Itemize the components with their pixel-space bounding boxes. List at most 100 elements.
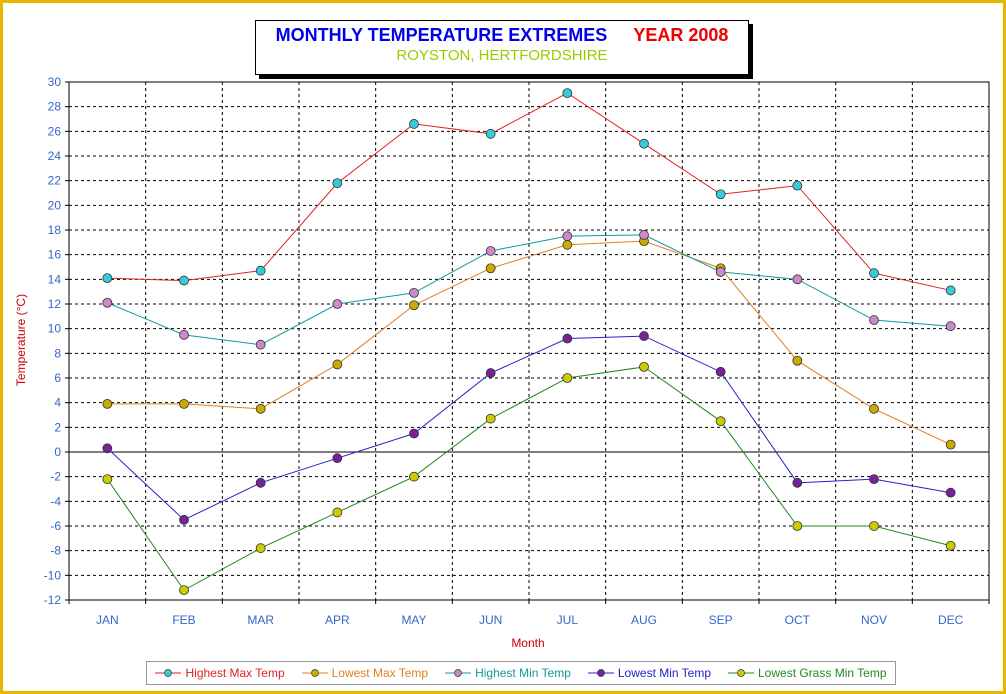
y-tick-label: 18 [48, 223, 62, 237]
data-point [562, 333, 573, 344]
data-point [332, 359, 343, 370]
y-tick-label: 10 [48, 322, 62, 336]
data-point [102, 273, 113, 284]
data-point [485, 128, 496, 139]
y-tick-label: 14 [48, 272, 62, 286]
data-point [409, 119, 419, 129]
data-point [945, 540, 956, 551]
legend-label: Lowest Min Temp [617, 666, 712, 680]
y-tick-label: 28 [48, 100, 62, 114]
y-tick-label: 0 [54, 445, 61, 459]
data-point [179, 514, 189, 525]
y-tick-label: 8 [54, 346, 61, 360]
y-axis-title: Temperature (°C) [14, 294, 28, 386]
y-tick-label: -2 [50, 470, 61, 484]
legend-item: Highest Max Temp [155, 666, 285, 680]
title-line: MONTHLY TEMPERATURE EXTREMES YEAR 2008 [256, 25, 748, 46]
x-tick-label: AUG [631, 613, 657, 627]
x-axis-title: Month [511, 636, 544, 650]
series-lines [102, 88, 956, 596]
series-line [106, 335, 951, 521]
data-point [179, 585, 189, 596]
y-tick-label: 20 [48, 198, 62, 212]
data-point [639, 331, 649, 341]
y-tick-label: -4 [50, 494, 61, 508]
x-tick-label: JUL [557, 613, 579, 627]
legend-item: Highest Min Temp [445, 666, 571, 680]
x-tick-label: JUN [479, 613, 502, 627]
data-point [869, 521, 879, 531]
legend-label: Lowest Grass Min Temp [758, 666, 887, 680]
chart-subtitle: ROYSTON, HERTFORDSHIRE [396, 47, 608, 64]
series-line [107, 234, 951, 346]
y-tick-label: 26 [48, 124, 62, 138]
data-point [639, 138, 649, 149]
y-tick-label: 12 [48, 297, 62, 311]
legend-label: Highest Min Temp [475, 666, 571, 680]
data-point [485, 413, 496, 424]
data-point [409, 300, 419, 311]
y-tick-label: 16 [48, 248, 62, 262]
data-point [792, 274, 803, 285]
x-tick-label: APR [325, 613, 350, 627]
x-tick-labels: JAN FEB MAR APR MAY JUN JUL AUG SEP OCT NOV DEC [68, 600, 990, 627]
series [102, 236, 956, 450]
data-point [869, 403, 879, 414]
data-point [945, 439, 956, 450]
data-point [562, 88, 573, 98]
chart-title-box: MONTHLY TEMPERATURE EXTREMES YEAR 2008 RO… [255, 20, 749, 75]
y-tick-label: 22 [48, 174, 62, 188]
data-point [485, 246, 496, 256]
data-point [715, 267, 726, 277]
legend-label: Highest Max Temp [185, 666, 285, 680]
legend-item: Lowest Grass Min Temp [728, 666, 887, 680]
data-point [332, 507, 343, 518]
data-point [255, 477, 266, 488]
data-point [485, 263, 496, 274]
x-tick-label: JAN [96, 613, 119, 627]
data-point [562, 231, 573, 242]
y-tick-label: 30 [48, 75, 62, 89]
data-point [792, 355, 803, 366]
data-point [792, 477, 803, 488]
series [102, 230, 956, 350]
data-point [255, 543, 266, 554]
data-point [792, 180, 803, 191]
data-point [332, 299, 343, 309]
data-point [255, 339, 266, 350]
x-tick-label: OCT [785, 613, 811, 627]
data-point [639, 361, 649, 372]
legend-item: Lowest Min Temp [587, 666, 712, 680]
data-point [485, 368, 496, 378]
series [102, 331, 956, 525]
data-point [945, 321, 956, 332]
legend-item: Lowest Max Temp [301, 666, 429, 680]
y-tick-label: -6 [50, 519, 61, 533]
x-tick-label: NOV [861, 613, 887, 627]
chart-title: MONTHLY TEMPERATURE EXTREMES [275, 25, 608, 45]
data-point [409, 287, 419, 298]
data-point [715, 189, 726, 200]
data-point [945, 487, 956, 498]
data-point [179, 329, 189, 340]
y-tick-label: 6 [54, 371, 61, 385]
y-tick-label: 24 [48, 149, 62, 163]
y-tick-label: -10 [44, 568, 62, 582]
legend-swatch-icon [587, 669, 614, 677]
series-line [106, 366, 951, 591]
data-point [102, 474, 113, 485]
data-point [409, 428, 419, 439]
legend-swatch-icon [155, 669, 182, 677]
data-point [562, 373, 573, 383]
data-point [869, 474, 879, 485]
data-point [869, 268, 879, 279]
data-point [179, 398, 189, 409]
x-tick-label: MAR [247, 613, 274, 627]
data-point [639, 230, 649, 240]
x-tick-label: MAY [401, 613, 426, 627]
data-point [255, 403, 266, 414]
legend-label: Lowest Max Temp [331, 666, 429, 680]
legend-swatch-icon [301, 669, 328, 677]
x-tick-label: FEB [172, 613, 195, 627]
